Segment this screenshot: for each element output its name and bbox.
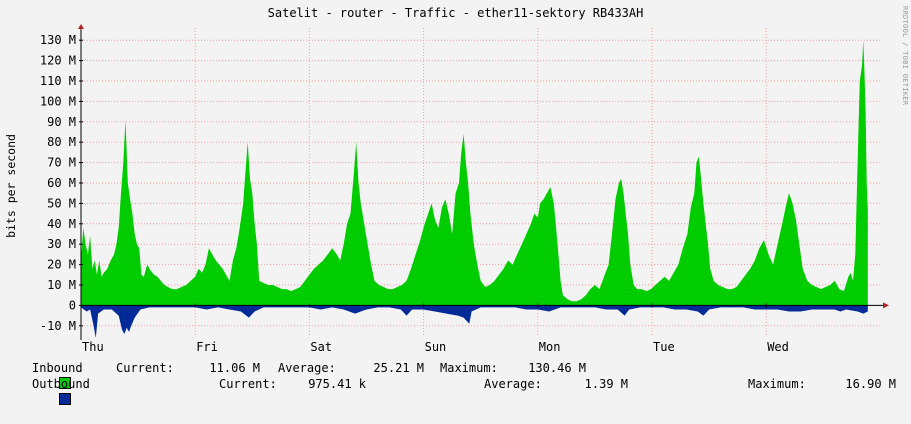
inbound-maximum-value: 130.46 M [528, 361, 586, 375]
x-tick-labels: Thu Fri Sat Sun Mon Tue Wed [82, 340, 789, 354]
outbound-average-value: 1.39 M [584, 377, 628, 391]
x-tick-label: Sat [310, 340, 332, 354]
x-tick-label: Tue [653, 340, 675, 354]
outbound-average-label: Average: [484, 377, 542, 391]
y-tick-label: 120 M [40, 54, 76, 68]
legend: Inbound Current: 11.06 M Average: 25.21 M Max… [16, 360, 896, 405]
watermark-text: RRDTOOL / TOBI OETIKER [901, 6, 909, 106]
x-tick-label: Sun [425, 340, 447, 354]
inbound-area [81, 40, 868, 306]
outbound-area [81, 305, 868, 338]
inbound-current-value: 11.06 M [209, 361, 260, 375]
y-axis-label: bits per second [4, 134, 18, 238]
y-axis-arrow [78, 24, 84, 29]
y-tick-label: 100 M [40, 94, 76, 108]
outbound-current-label: Current: [219, 377, 277, 391]
x-axis-arrow [883, 302, 889, 309]
y-tick-label: 30 M [47, 237, 76, 251]
inbound-current-label: Current: [116, 361, 174, 375]
series-areas [81, 40, 868, 338]
y-tick-label: 80 M [47, 135, 76, 149]
outbound-current-value: 975.41 k [308, 377, 366, 391]
outbound-maximum-label: Maximum: [748, 377, 806, 391]
y-tick-label: 20 M [47, 258, 76, 272]
y-tick-label: 50 M [47, 196, 76, 210]
y-tick-label: 60 M [47, 176, 76, 190]
y-tick-label: -10 M [40, 319, 76, 333]
x-tick-label: Mon [539, 340, 561, 354]
x-tick-label: Thu [82, 340, 104, 354]
x-tick-label: Wed [767, 340, 789, 354]
y-tick-label: 90 M [47, 115, 76, 129]
legend-row-inbound: Inbound Current: 11.06 M Average: 25.21 M Max… [16, 360, 896, 389]
inbound-maximum-label: Maximum: [440, 361, 498, 375]
chart-title: Satelit - router - Traffic - ether11-sek… [267, 6, 644, 20]
inbound-average-value: 25.21 M [373, 361, 424, 375]
outbound-maximum-value: 16.90 M [845, 377, 896, 391]
outbound-name: Outbound [32, 377, 90, 391]
axes [78, 24, 889, 340]
y-tick-label: 110 M [40, 74, 76, 88]
inbound-average-label: Average: [278, 361, 336, 375]
y-tick-label: 70 M [47, 156, 76, 170]
outbound-swatch [59, 393, 72, 405]
traffic-graph: Satelit - router - Traffic - ether11-sek… [4, 6, 909, 405]
y-tick-label: 10 M [47, 278, 76, 292]
y-tick-label: 130 M [40, 33, 76, 47]
y-tick-labels: 130 M 120 M 110 M 100 M 90 M 80 M 70 M 60 M 50 M… [40, 33, 76, 333]
inbound-name: Inbound [32, 361, 83, 375]
y-tick-label: 0 [69, 298, 76, 312]
chart-canvas: bits per second 130 M 120 M 110 M 100 M 90 M… [4, 24, 889, 354]
y-tick-label: 40 M [47, 217, 76, 231]
legend-row-outbound: Outbound Current: 975.41 k Average: 1.39 M Ma… [16, 376, 896, 405]
x-tick-label: Fri [196, 340, 218, 354]
inbound-swatch [59, 377, 72, 389]
